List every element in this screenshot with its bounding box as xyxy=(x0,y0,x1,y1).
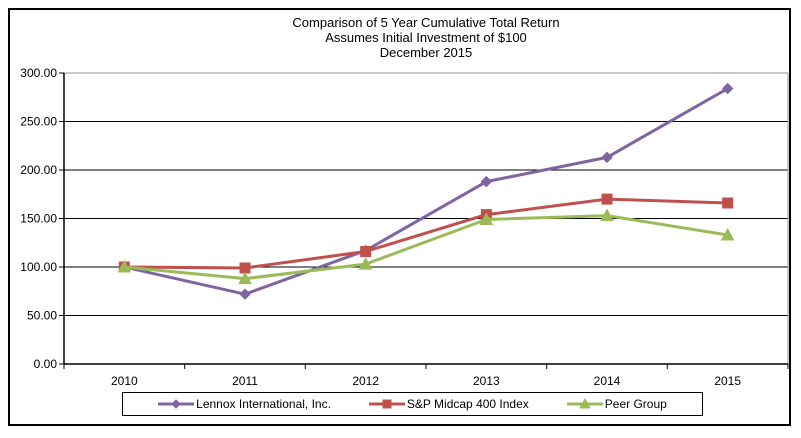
legend-swatch-peer-triangle-icon xyxy=(566,398,603,409)
data-point-marker-square xyxy=(722,197,734,209)
data-point-marker-diamond xyxy=(480,175,493,188)
chart-title: Comparison of 5 Year Cumulative Total Re… xyxy=(292,15,560,30)
series-2 xyxy=(117,208,735,285)
chart-legend: Lennox International, Inc. S&P Midcap 40… xyxy=(122,392,703,416)
x-tick-label-2010: 2010 xyxy=(111,374,138,388)
series-line-0 xyxy=(124,87,729,296)
legend-swatch-marker xyxy=(382,399,392,409)
legend-swatch-marker xyxy=(578,398,591,409)
legend-swatch-marker xyxy=(171,399,181,409)
x-tick-label-2013: 2013 xyxy=(473,374,500,388)
x-tick-label-2015: 2015 xyxy=(714,374,741,388)
legend-swatch-lennox-diamond-icon xyxy=(158,399,195,409)
y-tick-label: 300.00 xyxy=(20,66,57,80)
chart-subtitle-investment: Assumes Initial Investment of $100 xyxy=(325,30,527,45)
legend-label-lennox: Lennox International, Inc. xyxy=(196,397,331,411)
y-tick-label: 0.00 xyxy=(34,357,58,371)
legend-label-sp-midcap: S&P Midcap 400 Index xyxy=(406,397,529,411)
data-point-marker-diamond xyxy=(239,288,251,300)
y-tick-label: 100.00 xyxy=(20,260,57,274)
data-point-marker-square xyxy=(360,245,372,257)
legend-item-sp-midcap: S&P Midcap 400 Index xyxy=(368,397,529,411)
series-1 xyxy=(118,193,734,274)
legend-item-lennox: Lennox International, Inc. xyxy=(158,397,331,411)
data-point-marker-diamond xyxy=(601,151,613,164)
y-tick-label: 150.00 xyxy=(20,212,57,226)
legend-swatch-sp-square-icon xyxy=(368,399,405,409)
data-point-marker-triangle xyxy=(117,259,132,273)
y-tick-label: 200.00 xyxy=(20,163,57,177)
data-point-marker-diamond xyxy=(721,82,734,95)
data-point-marker-triangle xyxy=(720,227,735,241)
data-point-marker-triangle xyxy=(479,212,494,225)
legend-item-peer-group: Peer Group xyxy=(566,397,667,411)
data-point-marker-square xyxy=(239,262,251,274)
y-tick-label: 250.00 xyxy=(20,115,57,129)
data-point-marker-triangle xyxy=(600,208,614,222)
x-tick-label-2014: 2014 xyxy=(594,374,621,388)
chart-frame xyxy=(8,8,791,426)
chart-subtitle-date: December 2015 xyxy=(379,45,473,60)
series-line-1 xyxy=(124,197,728,270)
data-point-marker-triangle xyxy=(238,271,252,285)
data-point-marker-triangle xyxy=(358,257,373,270)
chart-title-block: Comparison of 5 Year Cumulative Total Re… xyxy=(64,15,788,60)
series-line-2 xyxy=(124,214,728,281)
x-tick-label-2011: 2011 xyxy=(232,374,258,388)
y-tick-label: 50.00 xyxy=(27,309,57,323)
data-point-marker-square xyxy=(601,193,613,205)
legend-label-peer-group: Peer Group xyxy=(604,397,667,411)
x-tick-label-2012: 2012 xyxy=(352,374,379,388)
